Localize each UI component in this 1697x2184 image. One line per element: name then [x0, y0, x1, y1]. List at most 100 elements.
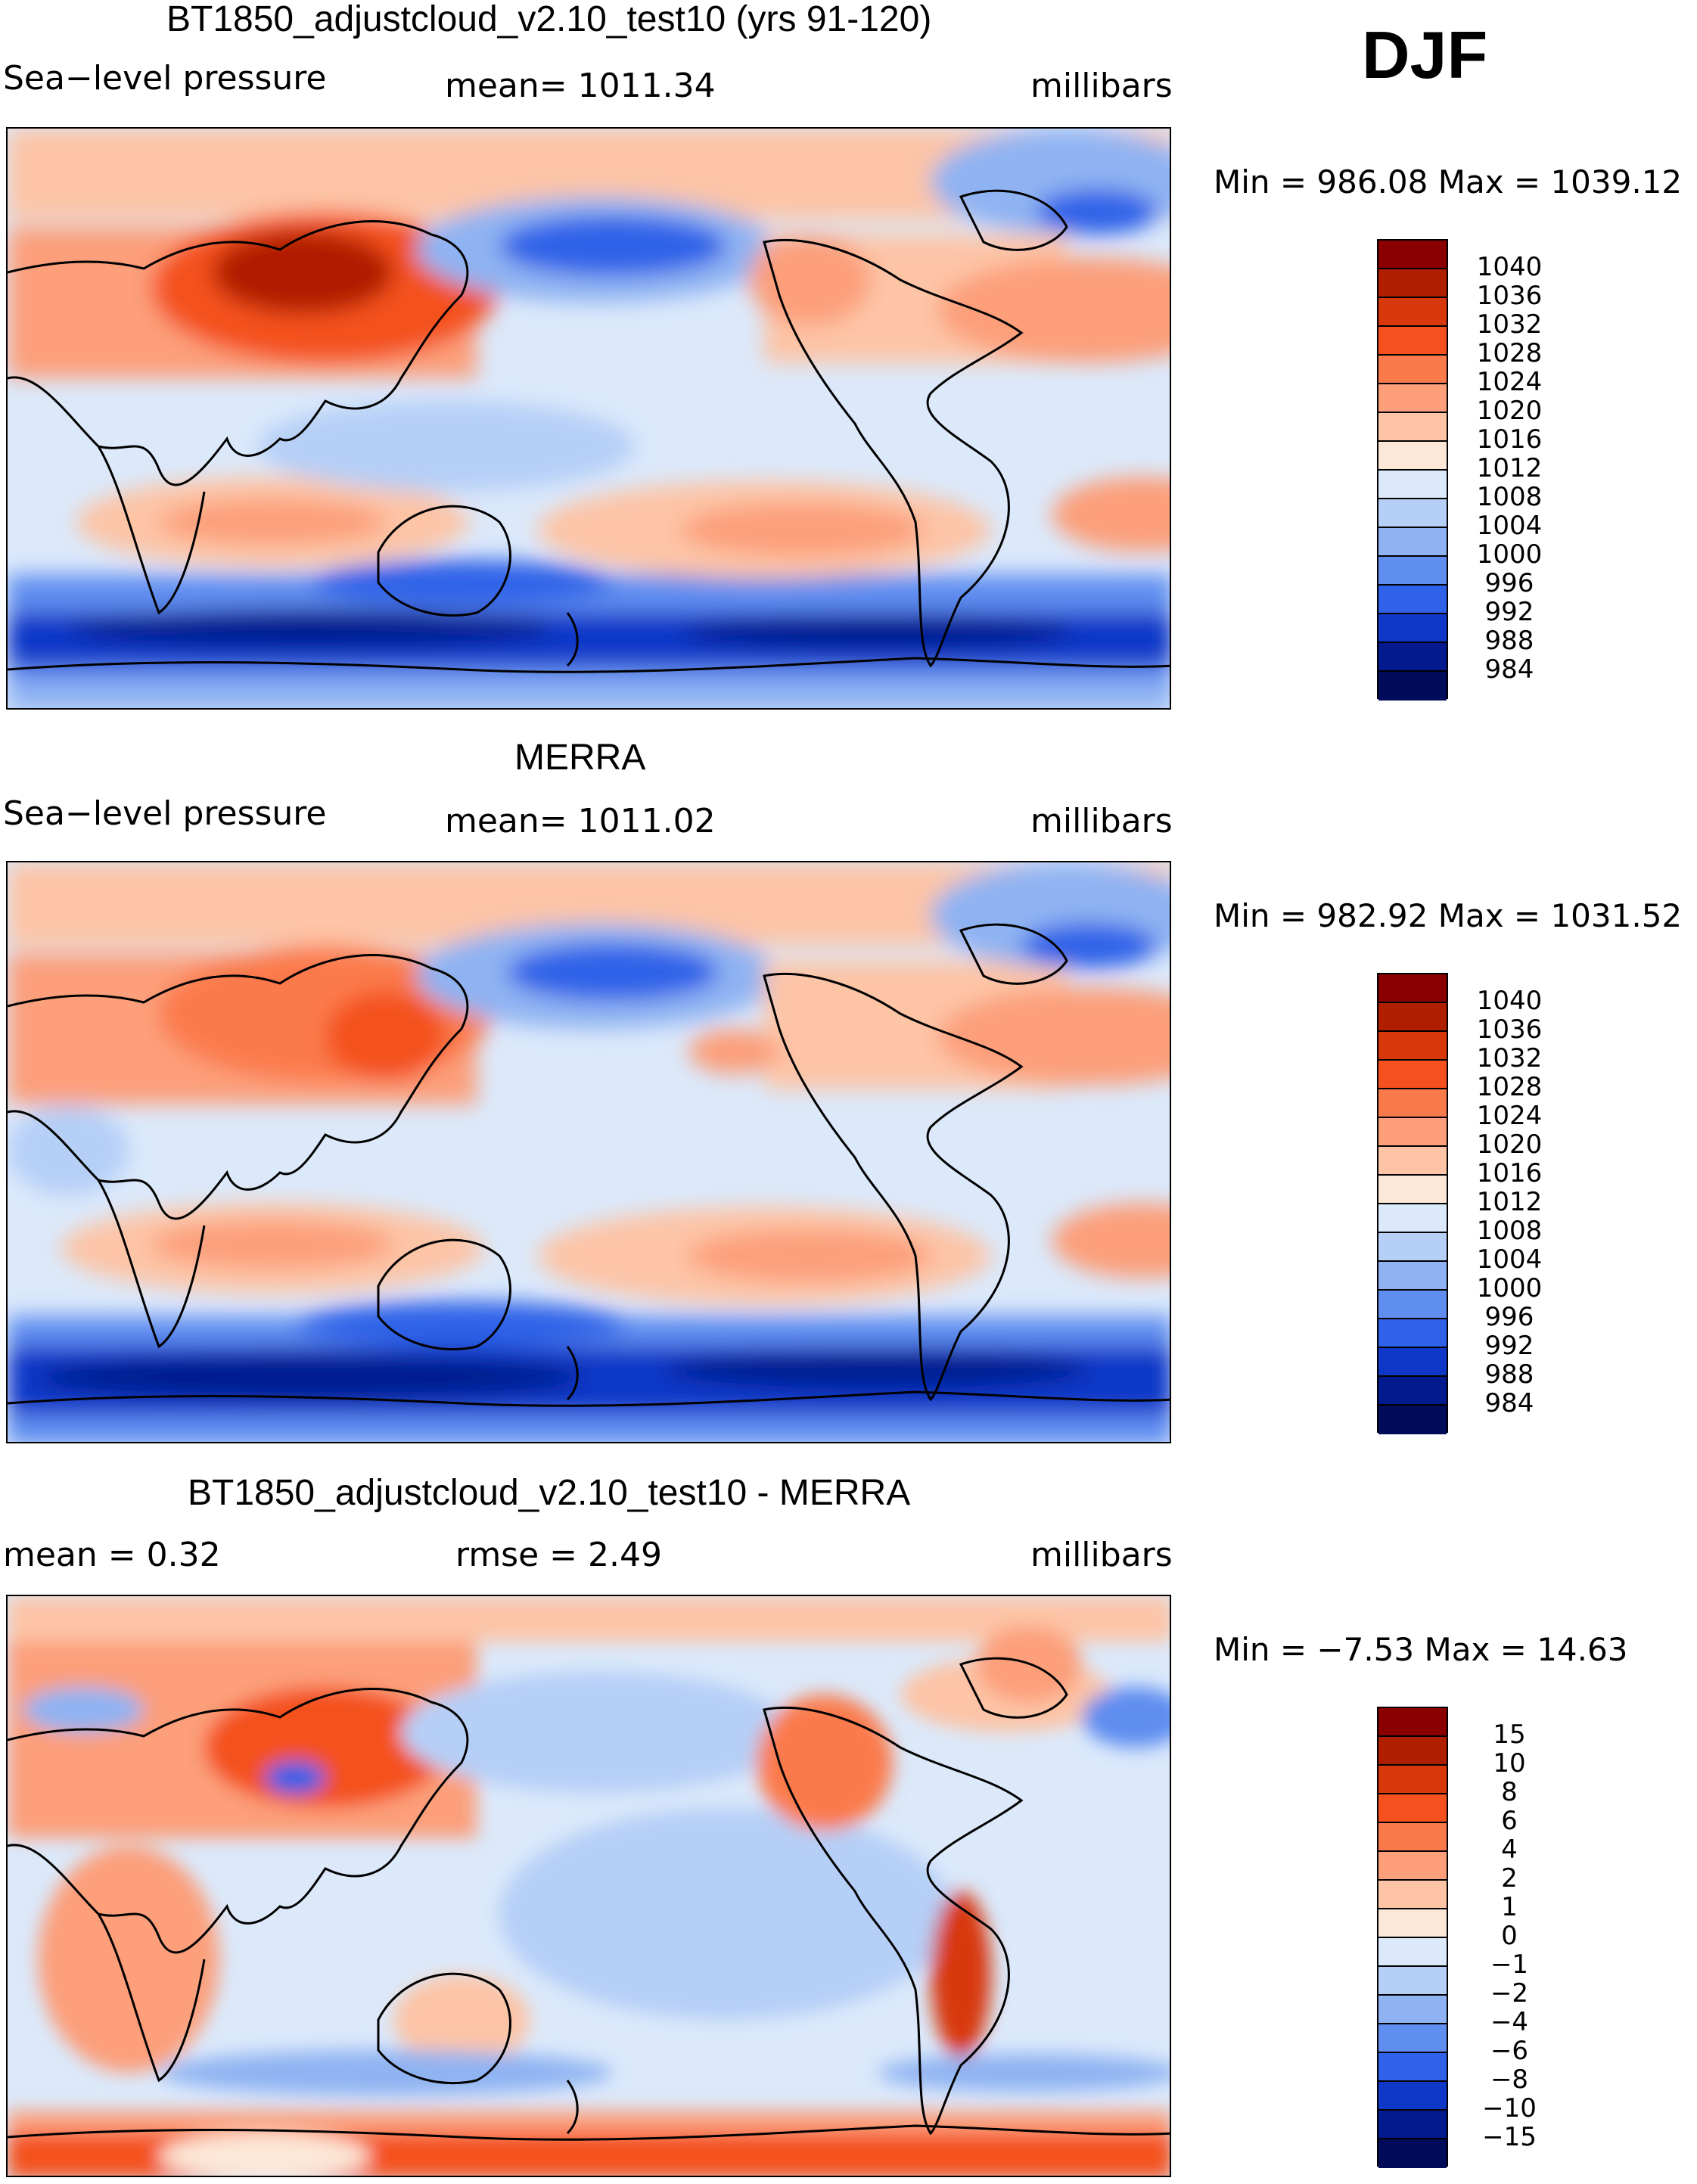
colorbar-tick-label: 1020 [1476, 1129, 1543, 1160]
colorbar-tick-label: 1016 [1476, 424, 1543, 455]
colorbar-merra [1377, 973, 1448, 1434]
colorbar-tick-label: 1028 [1476, 1072, 1543, 1102]
colorbar-tick-label: 1040 [1476, 986, 1543, 1016]
colorbar-swatch [1378, 974, 1447, 1003]
colorbar-swatch [1378, 1708, 1447, 1737]
colorbar-tick-label: 6 [1501, 1806, 1518, 1836]
colorbar-tick-label: 1000 [1476, 539, 1543, 570]
colorbar-tick-label: 1008 [1476, 482, 1543, 512]
colorbar-tick-label: 1024 [1476, 1101, 1543, 1131]
colorbar-swatch [1378, 1737, 1447, 1766]
colorbar-swatch [1378, 1909, 1447, 1938]
colorbar-swatch [1378, 643, 1447, 672]
colorbar-tick-label: −15 [1482, 2122, 1537, 2152]
colorbar-swatch [1378, 1032, 1447, 1061]
colorbar-tick-label: 996 [1484, 568, 1534, 598]
panel-mean-label: mean = 0.32 [3, 1536, 221, 1574]
colorbar-tick-label: 1 [1501, 1892, 1518, 1922]
colorbar-swatch [1378, 1406, 1447, 1434]
colorbar-tick-label: −8 [1490, 2064, 1529, 2095]
colorbar-tick-label: 1024 [1476, 367, 1543, 397]
colorbar-difference [1377, 1707, 1448, 2168]
colorbar-swatch [1378, 1233, 1447, 1262]
colorbar-swatch [1378, 1061, 1447, 1089]
colorbar-swatch [1378, 471, 1447, 499]
colorbar-swatch [1378, 298, 1447, 327]
colorbar-swatch [1378, 1794, 1447, 1823]
colorbar-swatch [1378, 1262, 1447, 1291]
panel-title: MERRA [514, 738, 646, 778]
colorbar-tick-label: −4 [1490, 2007, 1529, 2037]
colorbar-swatch [1378, 1204, 1447, 1233]
colorbar-tick-label: 1036 [1476, 281, 1543, 311]
colorbar-tick-label: 984 [1484, 654, 1534, 685]
colorbar-swatch [1378, 672, 1447, 701]
colorbar-swatch [1378, 2111, 1447, 2139]
map-panel-merra [6, 861, 1171, 1443]
colorbar-tick-label: 1012 [1476, 1187, 1543, 1217]
panel-units-label: millibars [1030, 67, 1173, 105]
colorbar-swatch [1378, 499, 1447, 528]
season-label: DJF [1362, 17, 1488, 92]
colorbar-tick-label: 996 [1484, 1302, 1534, 1332]
colorbar-swatch [1378, 2082, 1447, 2111]
colorbar-swatch [1378, 442, 1447, 471]
colorbar-tick-label: 1004 [1476, 1244, 1543, 1275]
colorbar-swatch [1378, 1881, 1447, 1909]
colorbar-tick-label: 0 [1501, 1921, 1518, 1951]
colorbar-tick-label: 1016 [1476, 1158, 1543, 1188]
panel-title: BT1850_adjustcloud_v2.10_test10 (yrs 91-… [166, 0, 932, 39]
colorbar-tick-label: 1040 [1476, 252, 1543, 282]
colorbar-swatch [1378, 1852, 1447, 1881]
panel-units-label: millibars [1030, 802, 1173, 840]
colorbar-tick-label: 992 [1484, 597, 1534, 627]
colorbar-swatch [1378, 1147, 1447, 1176]
colorbar-swatch [1378, 2139, 1447, 2168]
colorbar-tick-label: 1000 [1476, 1273, 1543, 1303]
colorbar-tick-label: 988 [1484, 1359, 1534, 1390]
colorbar-swatch [1378, 1118, 1447, 1147]
colorbar-tick-label: 992 [1484, 1331, 1534, 1361]
colorbar-swatch [1378, 241, 1447, 269]
colorbar-swatch [1378, 557, 1447, 586]
colorbar-tick-label: 8 [1501, 1777, 1518, 1807]
colorbar-tick-label: −6 [1490, 2036, 1529, 2066]
colorbar-swatch [1378, 1089, 1447, 1118]
colorbar-tick-label: 1036 [1476, 1014, 1543, 1045]
panel-left-label: Sea−level pressure [3, 59, 327, 98]
colorbar-swatch [1378, 1003, 1447, 1032]
panel-title: BT1850_adjustcloud_v2.10_test10 - MERRA [188, 1473, 911, 1513]
colorbar-tick-label: 1004 [1476, 511, 1543, 541]
colorbar-swatch [1378, 413, 1447, 442]
colorbar-swatch [1378, 2024, 1447, 2053]
colorbar-swatch [1378, 1291, 1447, 1319]
colorbar-tick-label: −1 [1490, 1949, 1529, 1980]
colorbar-swatch [1378, 1938, 1447, 1967]
panel-mean-label: mean= 1011.02 [445, 802, 716, 840]
colorbar-tick-label: 1028 [1476, 338, 1543, 368]
panel-minmax: Min = 982.92 Max = 1031.52 [1214, 897, 1683, 934]
map-panel-model [6, 127, 1171, 710]
colorbar-swatch [1378, 1377, 1447, 1406]
colorbar-swatch [1378, 586, 1447, 614]
map-panel-difference [6, 1595, 1171, 2177]
colorbar-swatch [1378, 1967, 1447, 1996]
colorbar-tick-label: 988 [1484, 626, 1534, 656]
colorbar-swatch [1378, 1176, 1447, 1204]
colorbar-swatch [1378, 1766, 1447, 1794]
colorbar-tick-label: −10 [1482, 2093, 1537, 2123]
colorbar-swatch [1378, 327, 1447, 356]
colorbar-model [1377, 239, 1448, 701]
colorbar-tick-label: 15 [1493, 1720, 1526, 1750]
colorbar-swatch [1378, 2053, 1447, 2082]
colorbar-tick-label: 1020 [1476, 396, 1543, 426]
panel-mean-label: mean= 1011.34 [445, 67, 716, 105]
colorbar-swatch [1378, 1996, 1447, 2024]
colorbar-tick-label: 10 [1493, 1748, 1526, 1779]
colorbar-tick-label: 4 [1501, 1834, 1518, 1865]
colorbar-swatch [1378, 269, 1447, 298]
colorbar-tick-label: 984 [1484, 1388, 1534, 1418]
colorbar-swatch [1378, 384, 1447, 413]
colorbar-swatch [1378, 1823, 1447, 1852]
panel-minmax: Min = 986.08 Max = 1039.12 [1214, 163, 1683, 200]
